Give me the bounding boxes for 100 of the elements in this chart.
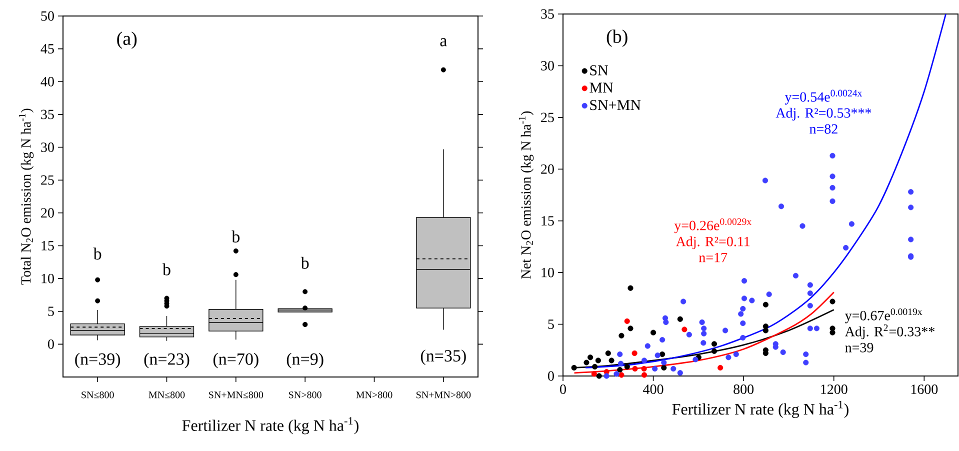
text: y=0.54e$^{0.0024x}$ Adj. R²=0.53*** n=82 [776, 90, 872, 134]
y-tick-label: 15 [542, 216, 554, 226]
point [843, 244, 849, 251]
x-tick-label: SN+MN≤800 [209, 392, 264, 398]
y-tick-label: 15 [42, 241, 54, 250]
point [741, 296, 748, 302]
point [605, 350, 611, 356]
point [792, 272, 799, 278]
x-tick-label: SN+MN>800 [416, 392, 471, 398]
point [830, 152, 836, 158]
point [803, 351, 809, 358]
point [733, 351, 739, 358]
point [608, 358, 614, 364]
point [661, 364, 667, 371]
point [641, 372, 648, 378]
x-tick-label: SN>800 [289, 392, 322, 398]
point [660, 337, 666, 343]
point [596, 373, 602, 379]
y-tick-label: 0 [48, 339, 54, 349]
x-tick-label: MN≤800 [148, 392, 185, 398]
line-series [584, 13, 947, 368]
y-tick-label: 25 [541, 112, 554, 122]
point [604, 373, 610, 379]
y-tick-label: 10 [542, 268, 554, 278]
point [650, 330, 656, 336]
point [701, 330, 707, 336]
y-tick-label: 50 [41, 11, 54, 21]
x-axis-title: Fertilizer N rate (kg N ha$^{-1}$) [672, 400, 848, 418]
x-tick-label: 800 [734, 384, 754, 394]
point [908, 189, 914, 195]
point [908, 204, 914, 210]
point [766, 291, 772, 298]
point [778, 204, 784, 210]
line-series [574, 292, 835, 374]
annotation: (n=39) [75, 352, 120, 368]
x-tick-label: 1200 [821, 384, 848, 394]
x-tick-label: 0 [560, 384, 566, 394]
annotation: b [300, 256, 309, 269]
annotation: (n=23) [144, 352, 190, 368]
text: (a) [117, 32, 137, 49]
y-tick-label: 35 [41, 110, 54, 120]
annotation: (n=35) [420, 350, 466, 366]
point [617, 351, 623, 358]
point [632, 366, 638, 372]
text: (b) [606, 30, 628, 47]
point [780, 349, 786, 356]
point [830, 298, 836, 304]
y-tick-label: 25 [41, 175, 54, 185]
point [584, 360, 590, 366]
y-axis-title: Net N$_{2}$O emission (kg N ha$^{-1}$) [518, 111, 534, 279]
point [628, 326, 634, 332]
point [618, 360, 624, 366]
point [654, 352, 660, 358]
point [663, 319, 669, 326]
point [618, 372, 624, 378]
point [830, 184, 836, 191]
legend-label: SN+MN [590, 100, 641, 110]
point [660, 351, 666, 358]
point [632, 350, 638, 356]
y-tick-label: 30 [41, 142, 54, 152]
text: y=0.67e$^{0.0019x}$ Adj. R$^{2}$=0.33** n=39 [844, 308, 934, 352]
point [807, 326, 813, 332]
point [711, 348, 718, 354]
point [711, 341, 718, 347]
point [807, 290, 813, 296]
legend-label: MN [590, 82, 614, 93]
point [762, 328, 768, 334]
point [740, 334, 746, 341]
point [718, 364, 724, 371]
point [830, 198, 836, 204]
annotation: b [93, 248, 102, 260]
point [722, 328, 728, 334]
x-axis-title: Fertilizer N rate (kg N ha$^{-1}$) [182, 417, 358, 434]
y-tick-label: 20 [541, 164, 554, 174]
point [830, 174, 836, 180]
point [628, 285, 634, 291]
point [595, 358, 602, 364]
y-tick-label: 45 [40, 44, 54, 54]
point [848, 221, 854, 227]
point [803, 360, 809, 366]
y-tick-label: 35 [541, 9, 554, 19]
point [592, 364, 598, 370]
point [749, 298, 755, 304]
point [617, 366, 623, 373]
point [800, 223, 806, 229]
point [762, 302, 768, 308]
annotation: b [232, 230, 240, 243]
annotation: (n=9) [286, 352, 324, 368]
y-tick-label: 30 [541, 60, 554, 70]
point [741, 278, 748, 284]
point [692, 356, 698, 362]
point [740, 320, 746, 326]
y-tick-label: 40 [40, 76, 54, 86]
point [652, 366, 658, 372]
point [701, 326, 707, 332]
point [686, 332, 692, 338]
x-tick-label: 1600 [911, 384, 938, 394]
point [641, 358, 648, 364]
point [591, 371, 597, 377]
point [644, 343, 650, 349]
